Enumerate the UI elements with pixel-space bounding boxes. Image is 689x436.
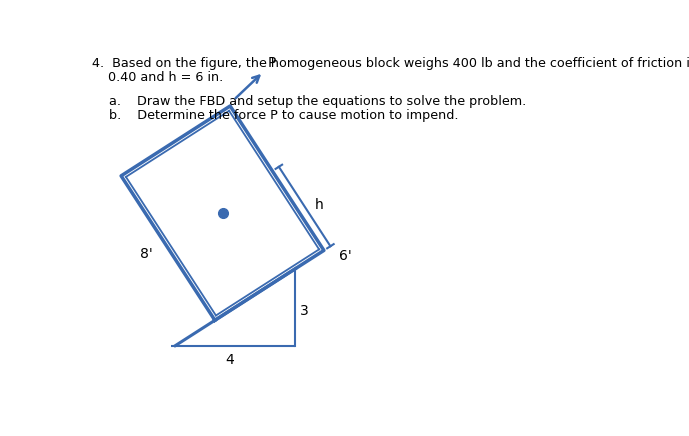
Text: 3: 3 xyxy=(300,304,309,318)
Text: 6': 6' xyxy=(339,249,352,263)
Text: P: P xyxy=(267,55,276,70)
Text: 4: 4 xyxy=(225,353,234,367)
Text: a.    Draw the FBD and setup the equations to solve the problem.: a. Draw the FBD and setup the equations … xyxy=(110,95,526,109)
Text: h: h xyxy=(315,198,323,212)
Text: 8': 8' xyxy=(140,247,152,261)
Text: 4.  Based on the figure, the homogeneous block weighs 400 lb and the coefficient: 4. Based on the figure, the homogeneous … xyxy=(92,57,689,70)
Text: b.    Determine the force P to cause motion to impend.: b. Determine the force P to cause motion… xyxy=(110,109,459,123)
Text: 0.40 and h = 6 in.: 0.40 and h = 6 in. xyxy=(92,71,223,84)
